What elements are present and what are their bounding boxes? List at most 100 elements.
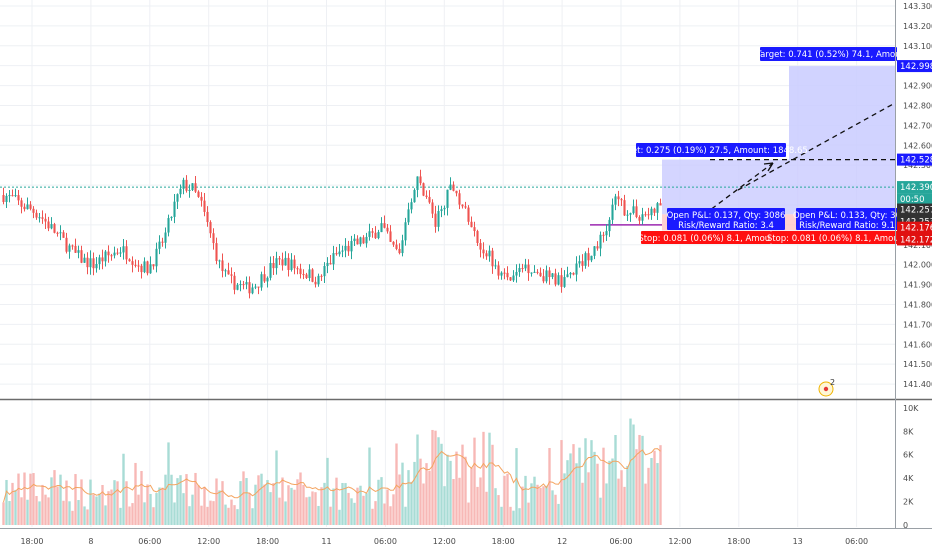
position-labels[interactable]: Target: 0.275 (0.19%) 27.5, Amount: 1848… <box>613 47 903 397</box>
volume-bar <box>29 473 32 525</box>
candle-body <box>632 206 635 214</box>
candle-body <box>8 195 11 197</box>
price-badge[interactable]: 142.257 <box>897 203 932 216</box>
volume-bar <box>377 479 380 525</box>
volume-bar <box>635 449 638 525</box>
candle-body <box>578 261 581 264</box>
stop-label-2[interactable]: Stop: 0.081 (0.06%) 8.1, Amour <box>767 231 903 244</box>
target-zone-2[interactable] <box>789 66 895 160</box>
volume-bar <box>395 443 398 525</box>
volume-bar <box>149 493 152 525</box>
time-tick-label: 06:00 <box>138 537 161 546</box>
volume-bar <box>65 480 68 525</box>
volume-bar <box>350 498 353 525</box>
target-label-1-bg <box>636 143 786 157</box>
candle-body <box>86 257 89 268</box>
candle-body <box>113 252 116 256</box>
price-badge[interactable]: 00:50 <box>897 193 932 206</box>
open-pnl-label-1-text: Risk/Reward Ratio: 3.4 <box>678 221 774 231</box>
candle-body <box>431 202 434 214</box>
price-badge-bg <box>897 153 932 166</box>
volume-bar <box>341 482 344 525</box>
projection-arrows[interactable] <box>689 102 896 226</box>
candle-body <box>290 259 293 270</box>
stop-label-2-text: Stop: 0.081 (0.06%) 8.1, Amour <box>767 234 903 244</box>
price-badge[interactable]: 142.998 <box>897 60 932 73</box>
volume-bar <box>494 488 497 525</box>
candle-body <box>164 232 167 243</box>
candle-body <box>248 282 251 294</box>
volume-bar <box>158 487 161 525</box>
candle-body <box>179 188 182 195</box>
stop-label-2-bg <box>771 231 898 244</box>
price-tick-label: 143.100 <box>903 42 932 51</box>
volume-bar <box>188 506 191 525</box>
candle-body <box>275 258 278 269</box>
volume-bar <box>632 424 635 525</box>
volume-bar <box>14 489 17 525</box>
candle-body <box>407 209 410 223</box>
price-badge[interactable]: 142.176 <box>897 221 932 234</box>
candle-body <box>365 236 368 244</box>
volume-bar <box>50 477 53 525</box>
open-pnl-label-2-bg <box>796 208 898 230</box>
volume-bar <box>473 437 476 525</box>
candlestick-series <box>2 169 662 299</box>
candle-body <box>107 251 110 256</box>
volume-bar <box>389 506 392 525</box>
target-label-2[interactable]: Target: 0.741 (0.52%) 74.1, Amou <box>755 47 901 61</box>
volume-bar <box>539 487 542 525</box>
candle-body <box>581 261 584 266</box>
stop-label-1[interactable]: Stop: 0.081 (0.06%) 8.1, Amour <box>638 231 774 244</box>
candle-body <box>266 277 269 282</box>
volume-bar <box>38 501 41 525</box>
candle-body <box>218 260 221 262</box>
candle-body <box>41 217 44 219</box>
price-tick-label: 142.900 <box>903 82 932 91</box>
candle-body <box>443 207 446 210</box>
price-badge-text: 142.257 <box>900 206 932 216</box>
time-tick-label: 06:00 <box>374 537 397 546</box>
target-label-1[interactable]: Target: 0.275 (0.19%) 27.5, Amount: 1848… <box>613 143 808 157</box>
candle-body <box>350 241 353 252</box>
candle-body <box>272 263 275 269</box>
volume-bar <box>251 508 254 525</box>
volume-bar <box>215 478 218 525</box>
candle-body <box>308 269 311 279</box>
volume-bar <box>77 500 80 525</box>
candle-body <box>398 248 401 254</box>
volume-bar <box>248 493 251 525</box>
candle-body <box>383 223 386 228</box>
volume-bar <box>95 496 98 525</box>
volume-bar <box>512 510 515 525</box>
volume-bar <box>587 472 590 525</box>
volume-bar <box>104 505 107 525</box>
price-badge[interactable]: 142.172 <box>897 233 932 246</box>
volume-bar <box>146 484 149 525</box>
candle-body <box>470 221 473 228</box>
candle-body <box>119 252 122 254</box>
candle-body <box>584 253 587 266</box>
volume-bar <box>167 442 170 525</box>
candle-body <box>239 284 242 286</box>
volume-bar <box>23 472 26 525</box>
target-label-1-text: Target: 0.275 (0.19%) 27.5, Amount: 1848… <box>613 146 808 156</box>
time-tick-label: 18:00 <box>727 537 750 546</box>
alert-indicator[interactable]: 2 <box>818 378 835 397</box>
volume-bar <box>263 484 266 525</box>
candle-body <box>608 219 611 232</box>
candle-body <box>497 265 500 276</box>
candle-body <box>299 268 302 275</box>
volume-bar <box>611 458 614 525</box>
projection-arrow-2[interactable] <box>737 102 896 191</box>
price-badge[interactable]: 142.528 <box>897 153 932 166</box>
volume-bar <box>74 474 77 525</box>
volume-bar <box>368 447 371 525</box>
price-level-lines[interactable] <box>0 158 895 226</box>
volume-bar <box>431 429 434 525</box>
price-badge[interactable]: 142.390 <box>897 181 932 194</box>
